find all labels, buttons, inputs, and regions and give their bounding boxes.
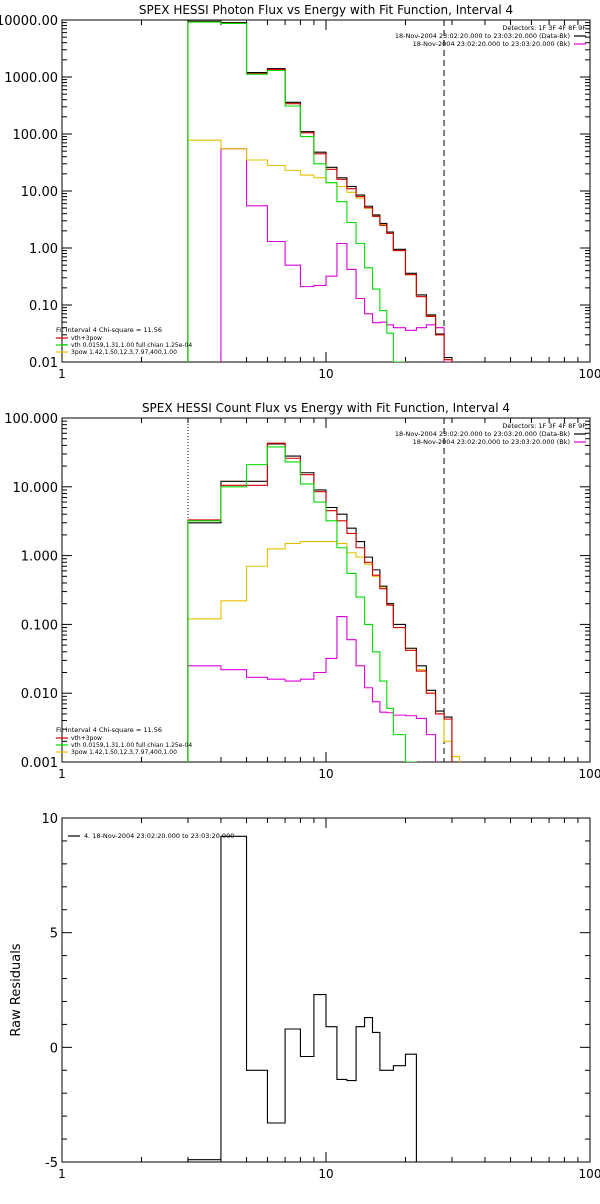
series-bkg-line — [187, 616, 437, 762]
y-tick-label: 0.10 — [29, 299, 58, 314]
legend-left-entry: 3pow 1.42,1.50,12.3,7.97,400,1.00 — [71, 349, 177, 356]
y-tick-label: 0.010 — [21, 687, 58, 702]
series-group — [187, 835, 445, 1162]
chart-panel-3: 1 10 100 -5 0 5 10 Raw Residuals 4. 18-Nov-2004 … — [9, 812, 600, 1181]
y-tick-label: 0 — [50, 1041, 58, 1056]
series-vth-line — [187, 446, 417, 762]
x-tick-label: 1 — [58, 767, 66, 781]
y-tick-label: 100.000 — [4, 412, 58, 427]
x-tick-label: 10 — [318, 767, 333, 781]
legend-left-entry: 3pow 1.42,1.50,12.3,7.97,400,1.00 — [71, 749, 177, 756]
y-tick-label: 1000.00 — [4, 71, 58, 86]
x-tick-label: 10 — [318, 367, 333, 381]
legend-detectors: Detectors: 1F 3F 4F 8F 9F — [502, 422, 586, 430]
series-data-line — [187, 20, 453, 362]
plot-frame — [61, 417, 591, 763]
legend-right-entry: 18-Nov-2004 23:02:20.000 to 23:03:20.000… — [413, 438, 570, 446]
legend-left-entry: vth 0.0159,1.31,1.00 full chian 1.25e-04 — [71, 342, 192, 349]
x-tick-label: 100 — [579, 1167, 600, 1181]
legend-detectors: Detectors: 1F 3F 4F 8F 9F — [502, 24, 586, 32]
y-tick-label: -5 — [45, 1156, 58, 1171]
y-axis-label: Raw Residuals — [9, 943, 24, 1036]
legend-left-entry: vth 0.0159,1.31,1.00 full chian 1.25e-04 — [71, 742, 192, 749]
chart-panel-2: SPEX HESSI Count Flux vs Energy with Fit… — [4, 401, 600, 781]
legend-right-entry: 18-Nov-2004 23:02:20.000 to 23:03:20.000… — [395, 430, 570, 438]
y-tick-label: 0.001 — [21, 756, 58, 771]
legend-left-entry: 4. 18-Nov-2004 23:02:20.000 to 23:03:20.… — [84, 832, 234, 840]
plot-frame — [61, 19, 591, 363]
legend-left-entry: vth+3pow — [71, 335, 102, 342]
series-total-line — [187, 21, 453, 362]
y-tick-label: 0.01 — [29, 356, 58, 371]
chart-panel-1: SPEX HESSI Photon Flux vs Energy with Fi… — [0, 3, 600, 381]
legend-right-entry: 18-Nov-2004 23:02:20.000 to 23:03:20.000… — [395, 32, 570, 40]
chart-title: SPEX HESSI Photon Flux vs Energy with Fi… — [139, 3, 513, 17]
x-tick-label: 1 — [58, 1167, 66, 1181]
legend-left-header: Fit Interval 4 Chi-square = 11.56 — [56, 726, 162, 734]
y-tick-label: 1.00 — [29, 242, 58, 257]
series-group — [187, 442, 460, 762]
legend-left-entry: vth+3pow — [71, 735, 102, 742]
x-tick-label: 1 — [58, 367, 66, 381]
y-tick-label: 0.100 — [21, 618, 58, 633]
y-tick-label: 10.000 — [13, 481, 59, 496]
y-tick-label: 100.00 — [13, 128, 59, 143]
legend-left-header: Fit Interval 4 Chi-square = 11.56 — [56, 326, 162, 334]
series-3pow-line — [187, 541, 460, 762]
y-tick-label: 1.000 — [21, 550, 58, 565]
series-3pow-line — [187, 139, 453, 362]
chart-title: SPEX HESSI Count Flux vs Energy with Fit… — [142, 401, 510, 415]
plot-frame — [61, 817, 591, 1163]
x-tick-label: 100 — [579, 367, 600, 381]
legend-right-entry: 18-Nov-2004 23:02:20.000 to 23:03:20.000… — [413, 40, 570, 48]
x-tick-label: 100 — [579, 767, 600, 781]
series-bkg-line — [220, 148, 453, 362]
y-tick-label: 10 — [41, 812, 58, 827]
series-vth-line — [187, 21, 407, 362]
series-group — [187, 20, 453, 362]
series-data-line — [187, 835, 445, 1162]
x-tick-label: 10 — [318, 1167, 333, 1181]
y-tick-label: 10000.00 — [0, 14, 58, 29]
y-tick-label: 5 — [50, 927, 58, 942]
y-tick-label: 10.00 — [21, 185, 58, 200]
